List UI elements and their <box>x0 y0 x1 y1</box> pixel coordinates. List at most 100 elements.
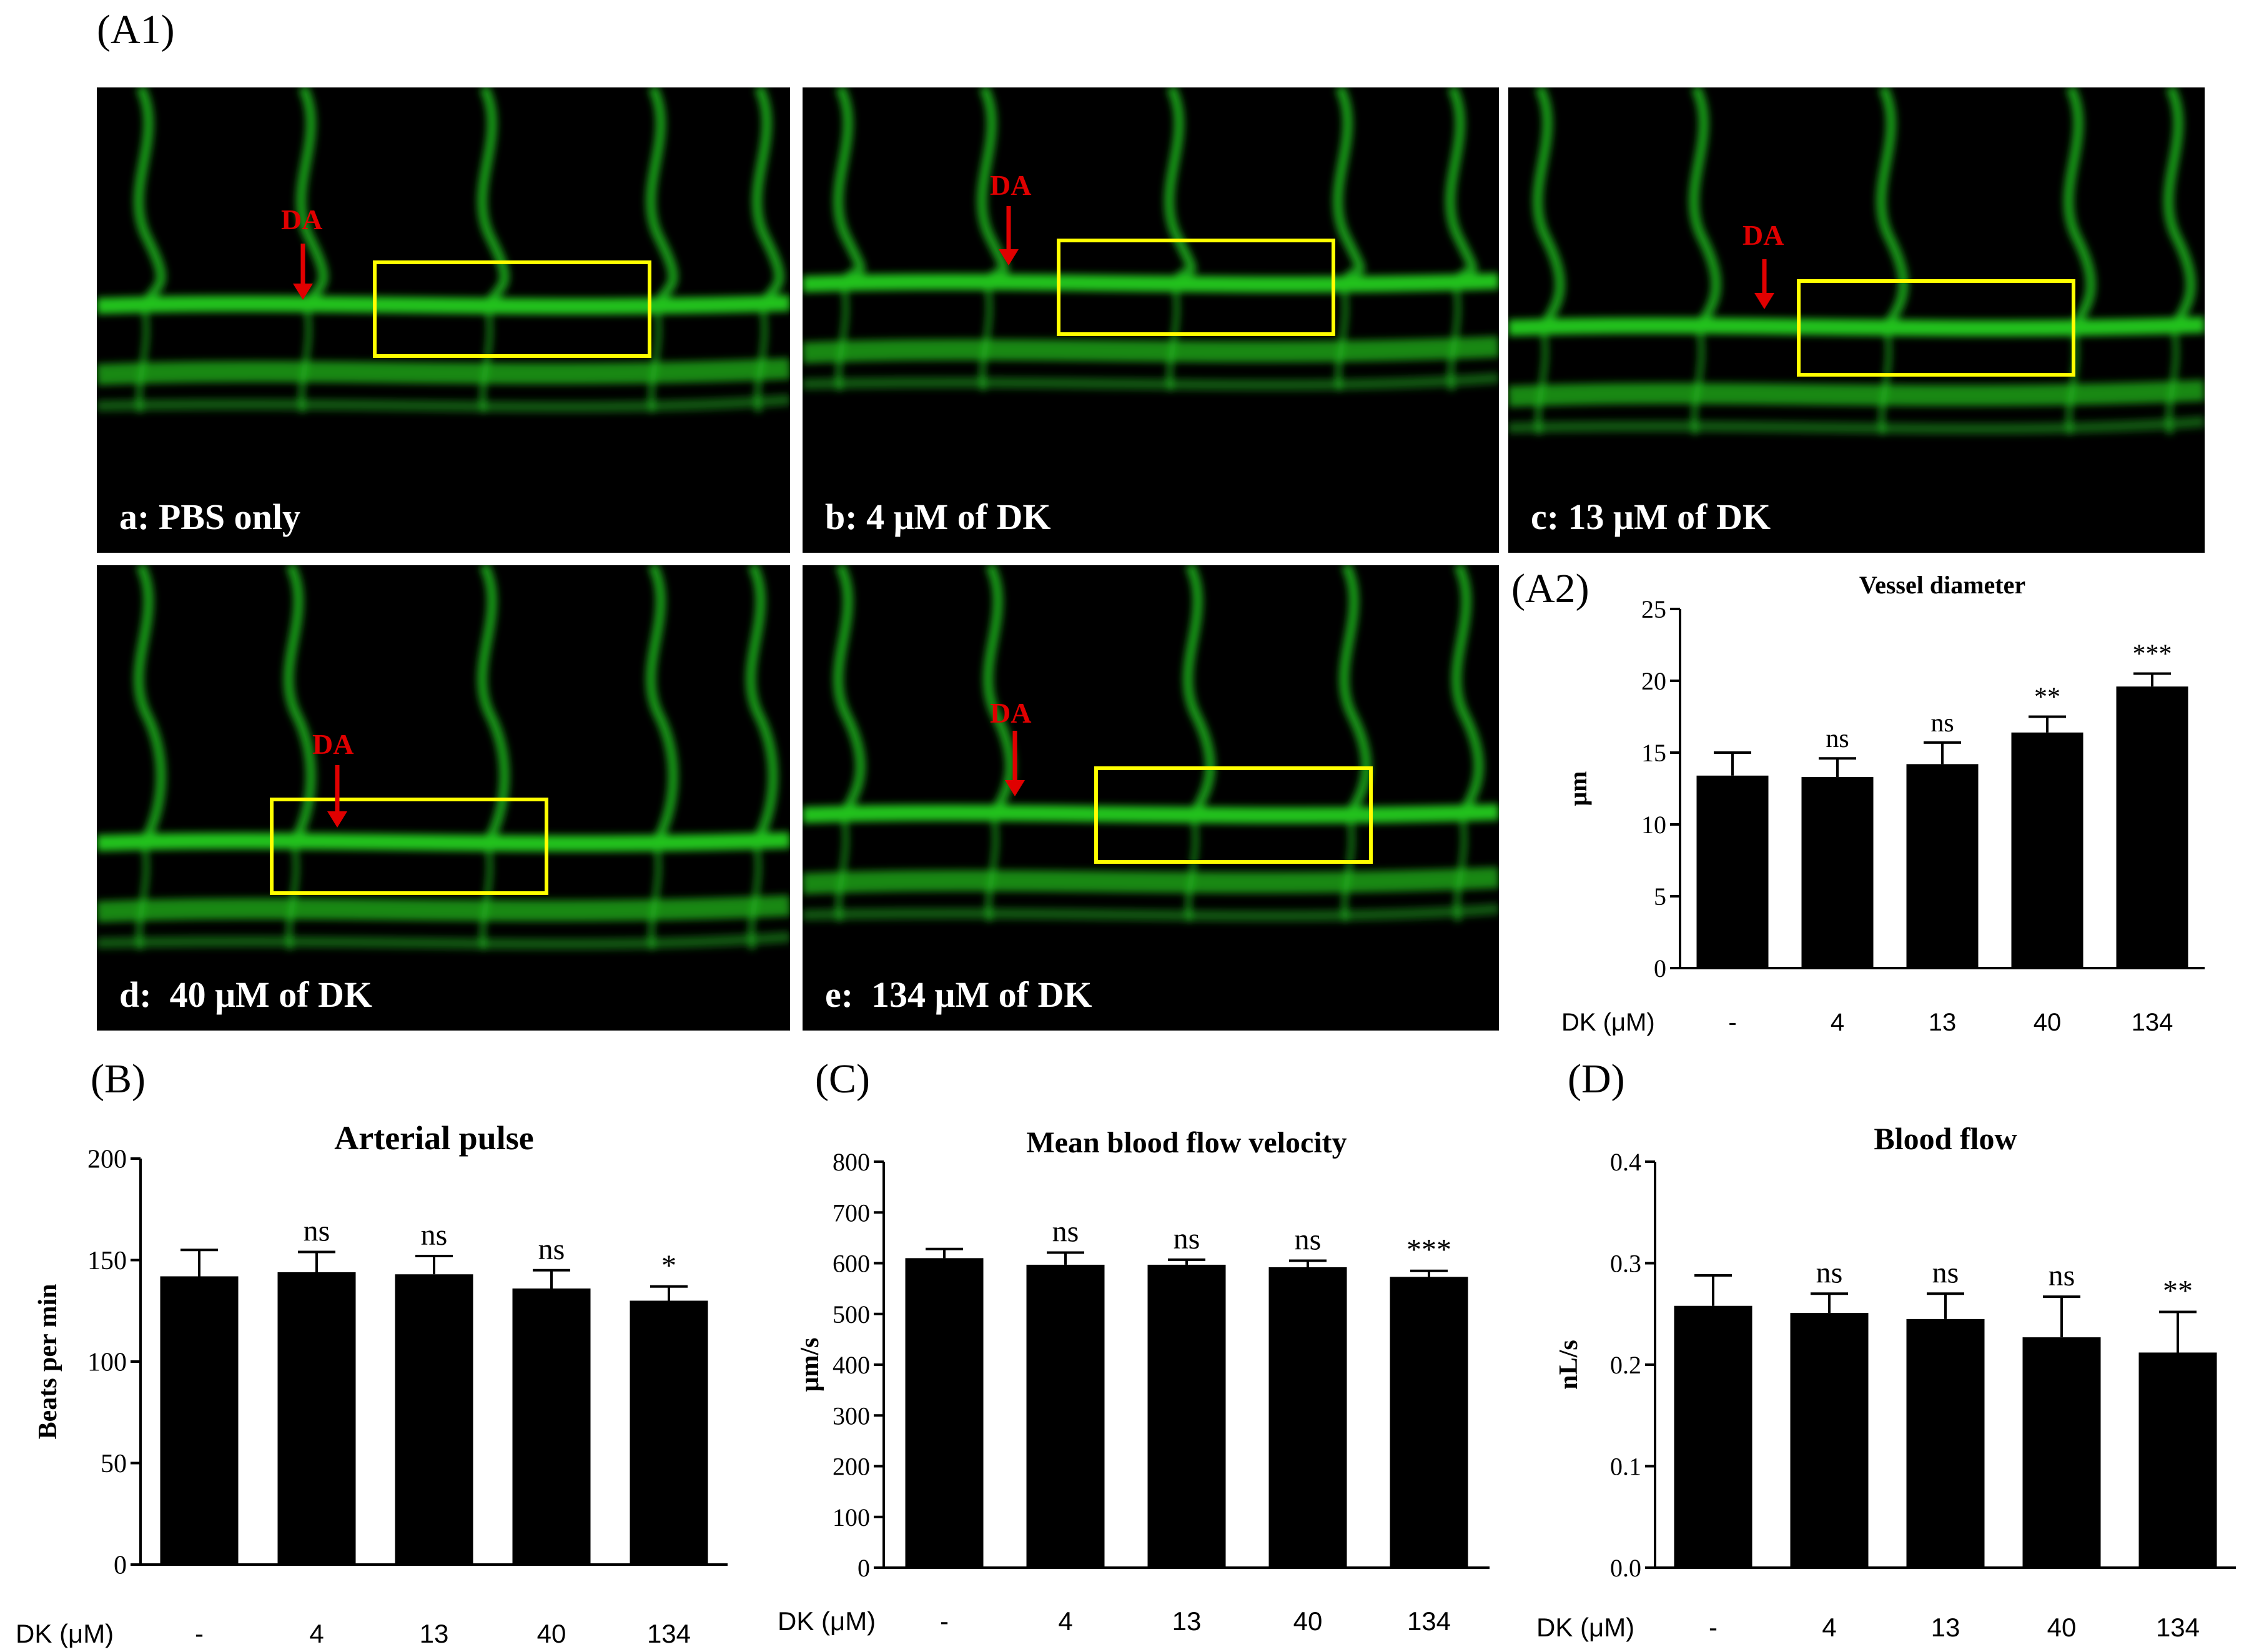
micrograph-b: DA b: 4 μM of DK <box>803 87 1499 553</box>
bar <box>1147 1264 1226 1568</box>
chart-title: Blood flow <box>1874 1121 2017 1156</box>
x-axis-label: DK (μM) <box>1536 1613 1634 1642</box>
y-tick-label: 100 <box>87 1348 127 1377</box>
da-label-b: DA <box>990 169 1032 201</box>
vessel-network <box>97 565 790 950</box>
y-tick-label: 25 <box>1641 595 1666 623</box>
vessel-image-e <box>803 565 1499 922</box>
significance-label: ** <box>2163 1275 2193 1308</box>
y-tick-label: 200 <box>833 1453 870 1481</box>
bar <box>630 1300 708 1565</box>
bar <box>1790 1313 1869 1568</box>
da-arrow-head <box>293 284 313 300</box>
y-tick-label: 0.1 <box>1610 1453 1641 1481</box>
vessel-network <box>803 565 1499 922</box>
y-tick-label: 10 <box>1641 811 1666 839</box>
micrograph-e: DA e: 134 μM of DK <box>803 565 1499 1031</box>
panel-label-a2: (A2) <box>1511 566 1589 611</box>
significance-label: ns <box>1826 725 1849 753</box>
x-tick-label: 4 <box>1822 1613 1836 1642</box>
chart-title: Mean blood flow velocity <box>1026 1126 1347 1159</box>
chart-d-blood-flow: Blood flow 0.0 0.1 0.2 0.3 0.4 nL/s DK (μM) - ns 4… <box>1524 1112 2248 1649</box>
y-tick-label: 100 <box>833 1503 870 1531</box>
chart-a2-vessel-diameter: Vessel diameter 0 5 10 15 20 25 μm DK (μM) - ns 4 ns… <box>1511 565 2236 1059</box>
y-axis-label: nL/s <box>1555 1340 1583 1389</box>
significance-label: ** <box>2034 683 2060 712</box>
significance-label: ns <box>538 1233 565 1266</box>
bar <box>2022 1337 2101 1568</box>
x-tick-label: - <box>195 1619 204 1648</box>
chart-b-arterial-pulse: Arterial pulse 0 50 100 150 200 Beats per min D… <box>0 1112 749 1649</box>
y-tick-label: 700 <box>833 1199 870 1227</box>
micrograph-d: DA d: 40 μM of DK <box>97 565 790 1031</box>
x-axis-label: DK (μM) <box>16 1619 114 1648</box>
x-tick-label: 134 <box>2132 1009 2173 1036</box>
vessel-network <box>97 87 790 413</box>
y-tick-label: 150 <box>87 1247 127 1275</box>
bar <box>1906 1318 1985 1568</box>
vessel-image-a <box>97 87 790 413</box>
significance-label: ns <box>1295 1223 1322 1256</box>
x-tick-label: 134 <box>1407 1606 1451 1636</box>
bar <box>395 1274 473 1565</box>
significance-label: ns <box>421 1219 448 1252</box>
micrograph-caption-d: d: 40 μM of DK <box>119 974 373 1015</box>
y-tick-label: 300 <box>833 1402 870 1430</box>
micrograph-c: DA c: 13 μM of DK <box>1508 87 2205 553</box>
chart-c-svg: Mean blood flow velocity 0 100 200 300 400 500… <box>778 1126 1490 1636</box>
y-tick-label: 0.4 <box>1610 1148 1641 1176</box>
vessel-network <box>803 87 1499 391</box>
micrograph-a: DA a: PBS only <box>97 87 790 553</box>
y-tick-label: 0.3 <box>1610 1250 1641 1278</box>
y-tick-label: 800 <box>833 1148 870 1176</box>
y-tick-label: 0.0 <box>1610 1554 1641 1582</box>
significance-label: * <box>661 1249 676 1282</box>
bar <box>2138 1352 2217 1568</box>
roi-box <box>1797 279 2075 377</box>
x-tick-label: 13 <box>1931 1613 1960 1642</box>
chart-title: Vessel diameter <box>1859 571 2025 599</box>
y-tick-label: 0 <box>858 1554 870 1582</box>
x-tick-label: 40 <box>2034 1009 2062 1036</box>
da-label-e: DA <box>990 697 1032 729</box>
vessel-image-b <box>803 87 1499 391</box>
micrograph-caption-e: e: 134 μM of DK <box>825 974 1092 1015</box>
significance-label: *** <box>2133 640 2172 669</box>
y-tick-label: 600 <box>833 1250 870 1278</box>
y-tick-label: 50 <box>101 1450 127 1478</box>
chart-d-svg: Blood flow 0.0 0.1 0.2 0.3 0.4 nL/s DK (μM) - ns 4… <box>1536 1121 2236 1642</box>
micrograph-caption-a: a: PBS only <box>119 497 301 537</box>
y-tick-label: 0.2 <box>1610 1351 1641 1379</box>
panel-label-b: (B) <box>91 1056 146 1102</box>
y-tick-label: 20 <box>1641 667 1666 695</box>
x-tick-label: - <box>940 1606 949 1636</box>
vessel-network <box>1508 87 2205 435</box>
panel-label-d: (D) <box>1568 1056 1625 1102</box>
roi-box <box>270 798 548 895</box>
significance-label: ns <box>1930 709 1954 738</box>
y-axis-label: μm/s <box>796 1338 824 1392</box>
bar <box>2011 732 2083 968</box>
y-tick-label: 15 <box>1641 739 1666 767</box>
da-arrow-head <box>1754 293 1774 309</box>
x-tick-label: - <box>1709 1613 1718 1642</box>
x-tick-label: 4 <box>309 1619 324 1648</box>
chart-b-svg: Arterial pulse 0 50 100 150 200 Beats per min D… <box>16 1119 728 1648</box>
bar <box>1674 1305 1752 1568</box>
bar <box>1390 1277 1468 1568</box>
roi-box <box>1094 766 1373 864</box>
bar <box>277 1272 356 1565</box>
x-tick-label: 4 <box>1831 1009 1844 1036</box>
significance-label: ns <box>1816 1256 1843 1289</box>
x-tick-label: 134 <box>647 1619 691 1648</box>
da-label-a: DA <box>281 204 323 235</box>
bar <box>160 1276 239 1565</box>
x-tick-label: 40 <box>2047 1613 2077 1642</box>
y-axis-label: Beats per min <box>34 1284 62 1440</box>
significance-label: ns <box>1174 1222 1200 1255</box>
significance-label: ns <box>304 1215 330 1248</box>
bar <box>2116 686 2188 968</box>
x-tick-label: - <box>1728 1009 1736 1036</box>
x-tick-label: 40 <box>537 1619 566 1648</box>
panel-label-c: (C) <box>815 1056 870 1102</box>
